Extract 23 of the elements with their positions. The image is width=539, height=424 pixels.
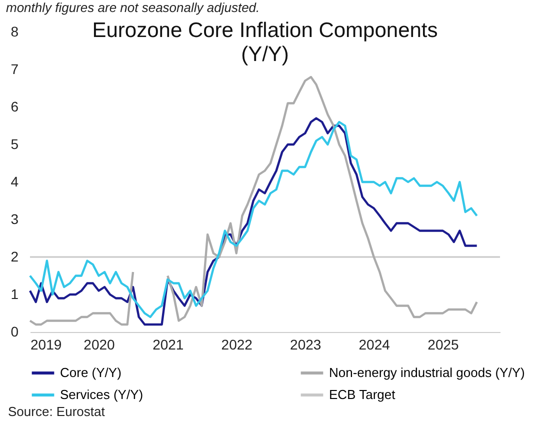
y-tick-label: 0 [10,324,19,340]
y-tick-label: 7 [10,61,19,77]
legend-label: Core (Y/Y) [60,365,122,380]
text: monthly figures are not seasonally adjusted. [5,0,261,16]
legend-label: Services (Y/Y) [60,387,144,402]
source-note: Source: Eurostat [7,404,106,419]
x-tick-label: 2022 [221,336,253,352]
x-tick-label: 2024 [358,336,390,352]
legend-label: Non-energy industrial goods (Y/Y) [329,365,525,380]
x-tick-label: 2025 [428,336,460,352]
chart-title: Eurozone Core Inflation Components (Y/Y) [92,19,438,66]
y-tick-label: 1 [10,286,19,302]
x-tick-label: 2019 [30,336,62,352]
legend-label: ECB Target [329,387,396,402]
y-tick-label: 5 [10,136,19,152]
y-tick-label: 3 [10,211,19,227]
x-tick-label: 2023 [290,336,322,352]
y-tick-label: 8 [10,24,19,40]
y-tick-label: 2 [10,248,19,264]
x-tick-label: 2021 [152,336,184,352]
y-tick-label: 6 [10,98,19,114]
y-tick-label: 4 [10,174,19,190]
x-tick-label: 2020 [84,336,116,352]
